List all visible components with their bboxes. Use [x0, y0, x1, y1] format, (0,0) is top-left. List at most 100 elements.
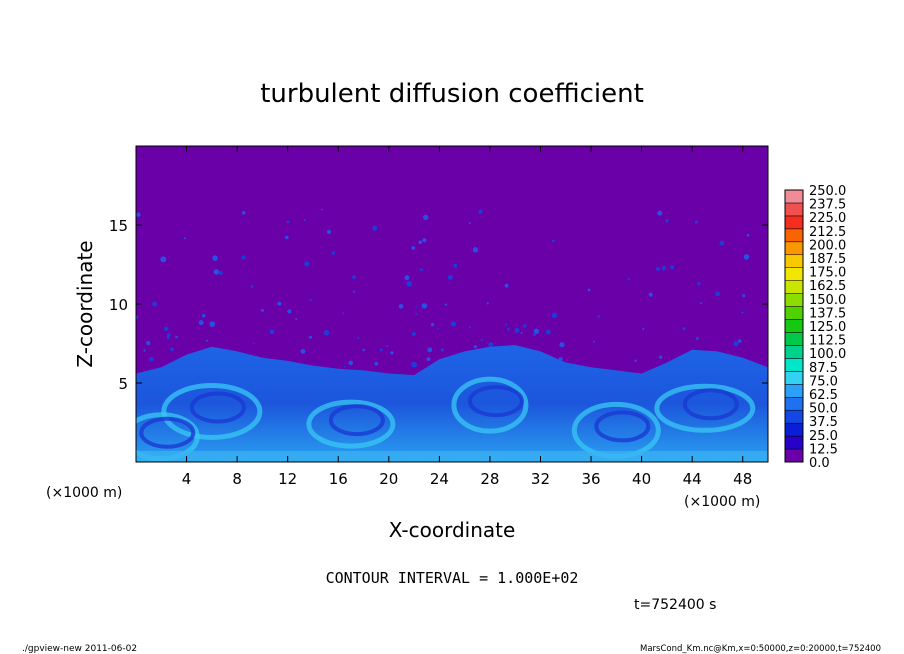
- eddy: [593, 340, 595, 343]
- eddy: [545, 329, 551, 335]
- colorbar-label: 12.5: [809, 442, 838, 457]
- eddy: [430, 323, 435, 327]
- colorbar-label: 100.0: [809, 347, 846, 362]
- eddy: [697, 282, 701, 286]
- footer-right: MarsCond_Km.nc@Km,x=0:50000,z=0:20000,t=…: [640, 644, 881, 654]
- colorbar-label: 25.0: [809, 429, 838, 444]
- eddy: [261, 308, 264, 312]
- eddy: [326, 229, 332, 234]
- eddy: [415, 305, 417, 308]
- eddy: [285, 235, 289, 240]
- eddy: [342, 312, 345, 315]
- eddy: [440, 348, 445, 352]
- colorbar-label: 225.0: [809, 211, 846, 226]
- eddy: [437, 327, 439, 330]
- eddy: [166, 335, 170, 340]
- x-tick-label: 16: [329, 470, 348, 488]
- x-tick-label: 20: [379, 470, 398, 488]
- eddy: [746, 234, 750, 237]
- eddy: [206, 339, 209, 342]
- eddy: [143, 349, 146, 352]
- convective-cell: [306, 399, 396, 449]
- colorbar-segment: [784, 319, 804, 333]
- eddy: [160, 256, 167, 263]
- eddy: [627, 278, 631, 281]
- eddy: [523, 324, 527, 328]
- time-label: t=752400 s: [634, 597, 716, 613]
- eddy: [344, 365, 346, 368]
- eddy: [300, 349, 306, 354]
- x-tick-label: 44: [683, 470, 702, 488]
- colorbar-segment: [784, 215, 804, 230]
- eddy: [742, 294, 746, 298]
- x-tick-label: 36: [581, 470, 600, 488]
- colorbar-label: 187.5: [809, 252, 846, 267]
- eddy: [241, 255, 246, 260]
- colorbar-segment: [784, 358, 804, 372]
- eddy: [552, 239, 555, 243]
- colorbar-label: 237.5: [809, 198, 846, 213]
- eddy: [453, 263, 458, 268]
- eddy: [277, 301, 282, 306]
- eddy: [473, 345, 477, 349]
- eddy: [696, 337, 699, 340]
- colorbar-label: 62.5: [809, 388, 838, 403]
- eddy: [352, 275, 357, 280]
- eddy: [597, 315, 601, 318]
- x-axis-label: X-coordinate: [389, 518, 516, 542]
- eddy: [379, 348, 383, 352]
- colorbar-label: 50.0: [809, 402, 838, 417]
- eddy: [587, 288, 591, 292]
- colorbar-segment: [784, 435, 804, 450]
- eddy: [737, 339, 742, 343]
- eddy: [209, 321, 216, 327]
- x-tick-label: 48: [733, 470, 752, 488]
- surface-layer: [136, 450, 768, 462]
- convective-cell-core: [328, 404, 385, 437]
- eddy: [743, 254, 750, 260]
- eddy: [404, 275, 410, 281]
- colorbar-label: 137.5: [809, 306, 846, 321]
- eddy: [514, 328, 520, 333]
- colorbar-segment: [784, 306, 804, 320]
- eddy: [411, 332, 416, 336]
- eddy: [218, 270, 223, 276]
- eddy: [468, 222, 471, 225]
- eddy: [665, 219, 669, 223]
- eddy: [488, 342, 494, 348]
- eddy: [661, 265, 667, 271]
- eddy: [202, 314, 206, 318]
- eddy: [504, 283, 509, 288]
- eddy: [241, 211, 246, 215]
- colorbar-segment: [784, 409, 804, 424]
- eddy: [372, 225, 378, 231]
- eddy: [419, 268, 423, 272]
- eddy: [507, 327, 510, 331]
- colorbar-segment: [784, 189, 804, 204]
- eddy: [136, 212, 141, 217]
- y-tick-label: 5: [118, 375, 128, 393]
- eddy: [450, 321, 457, 327]
- eddy: [427, 347, 433, 353]
- eddy: [321, 208, 323, 211]
- eddy: [422, 238, 427, 243]
- eddy: [269, 329, 275, 335]
- eddy: [357, 336, 360, 339]
- eddy: [309, 299, 312, 302]
- eddy: [362, 348, 366, 352]
- eddy: [212, 255, 218, 261]
- eddy: [331, 251, 336, 255]
- x-unit-label-left: (×1000 m): [46, 485, 122, 501]
- colorbar-segment: [784, 241, 804, 256]
- eddy: [250, 285, 254, 288]
- x-tick-label: 12: [278, 470, 297, 488]
- colorbar-label: 175.0: [809, 266, 846, 281]
- convective-cell: [654, 383, 756, 433]
- eddy: [657, 210, 663, 216]
- eddy: [478, 209, 483, 214]
- x-tick-label: 8: [232, 470, 242, 488]
- colorbar-segment: [784, 396, 804, 411]
- eddy: [348, 360, 354, 366]
- eddy: [286, 220, 290, 224]
